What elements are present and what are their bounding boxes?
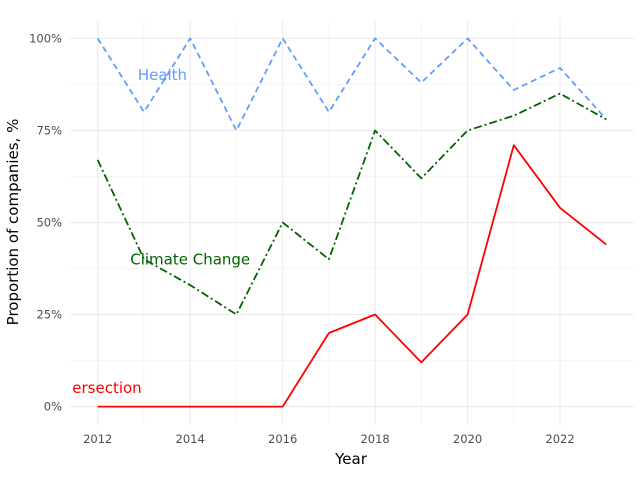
x-tick-label: 2022 — [545, 432, 574, 446]
y-tick-label: 25% — [36, 308, 62, 322]
x-tick-label: 2020 — [453, 432, 482, 446]
x-axis-ticks: 2012 2014 2016 2018 2020 2022 — [83, 432, 575, 446]
y-tick-label: 50% — [36, 216, 62, 230]
x-tick-label: 2016 — [268, 432, 297, 446]
series-line-health — [96, 37, 607, 132]
x-axis-title: Year — [334, 450, 368, 468]
y-tick-label: 100% — [29, 31, 62, 45]
x-tick-label: 2012 — [83, 432, 112, 446]
series-labels: Health Climate Change ersection — [72, 66, 250, 397]
x-tick-label: 2014 — [176, 432, 205, 446]
series-lines — [96, 37, 607, 408]
series-line-intersection — [97, 144, 607, 408]
y-axis-ticks: 0% 25% 50% 75% 100% — [29, 31, 62, 413]
series-label-climate-change: Climate Change — [130, 250, 250, 268]
series-label-intersection: ersection — [72, 379, 141, 397]
x-tick-label: 2018 — [360, 432, 389, 446]
major-gridlines — [70, 20, 634, 425]
y-axis-title: Proportion of companies, % — [4, 119, 22, 326]
y-tick-label: 75% — [36, 123, 62, 137]
series-label-health: Health — [138, 66, 187, 84]
y-tick-label: 0% — [44, 400, 62, 414]
series-line-climate-change — [96, 92, 607, 316]
